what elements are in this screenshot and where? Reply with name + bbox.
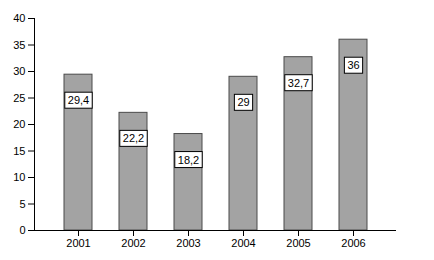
svg-text:36: 36 bbox=[347, 59, 359, 71]
svg-text:2002: 2002 bbox=[121, 237, 145, 249]
svg-text:35: 35 bbox=[13, 39, 25, 51]
svg-text:2001: 2001 bbox=[66, 237, 90, 249]
svg-text:40: 40 bbox=[13, 12, 25, 24]
svg-text:20: 20 bbox=[13, 118, 25, 130]
svg-text:10: 10 bbox=[13, 171, 25, 183]
svg-text:2006: 2006 bbox=[341, 237, 365, 249]
svg-text:2005: 2005 bbox=[286, 237, 310, 249]
svg-text:2003: 2003 bbox=[176, 237, 200, 249]
svg-text:22,2: 22,2 bbox=[123, 132, 144, 144]
svg-text:2004: 2004 bbox=[231, 237, 255, 249]
svg-text:18,2: 18,2 bbox=[178, 154, 199, 166]
svg-text:30: 30 bbox=[13, 65, 25, 77]
svg-text:25: 25 bbox=[13, 92, 25, 104]
svg-text:0: 0 bbox=[19, 224, 25, 236]
svg-text:32,7: 32,7 bbox=[288, 77, 309, 89]
svg-text:5: 5 bbox=[19, 198, 25, 210]
svg-text:29,4: 29,4 bbox=[68, 94, 89, 106]
svg-text:15: 15 bbox=[13, 145, 25, 157]
svg-text:29: 29 bbox=[237, 96, 249, 108]
